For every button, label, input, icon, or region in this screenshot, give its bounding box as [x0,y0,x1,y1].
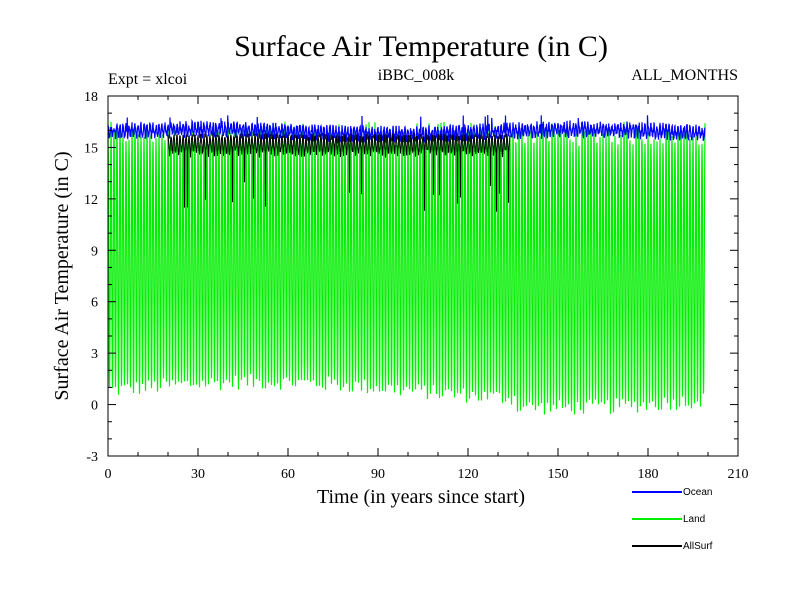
x-tick-label: 120 [458,467,479,482]
axis-ticks: 0 30 60 90 120 150 180 210 -3 0 3 6 9 12 15 18 [84,90,749,482]
chart-title: Surface Air Temperature (in C) [234,30,608,63]
series-ocean-line [107,115,706,145]
plot-frame [107,95,739,457]
y-tick-label: 15 [84,141,98,156]
x-tick-label: 180 [638,467,659,482]
x-tick-label: 60 [281,467,295,482]
plot-lines [107,115,706,415]
series-land-line [107,121,706,415]
series-allsurf-line [167,132,511,212]
y-tick-label: 0 [91,399,98,414]
y-tick-label: 18 [84,90,98,105]
x-tick-label: 30 [191,467,205,482]
y-tick-label: 12 [84,193,98,208]
months-label: ALL_MONTHS [631,67,738,84]
y-tick-label: 6 [91,296,98,311]
run-label: iBBC_008k [378,67,454,84]
y-tick-label: 3 [91,347,98,362]
x-tick-label: 210 [728,467,749,482]
legend-label-allsurf: AllSurf [683,541,713,552]
x-axis-label: Time (in years since start) [317,486,525,508]
y-tick-label: -3 [86,450,98,465]
legend: Ocean Land AllSurf [632,487,713,552]
x-tick-label: 0 [105,467,112,482]
x-tick-label: 90 [371,467,385,482]
legend-label-ocean: Ocean [683,487,712,498]
x-tick-label: 150 [548,467,569,482]
y-axis-label: Surface Air Temperature (in C) [51,151,73,400]
y-tick-label: 9 [91,244,98,259]
legend-label-land: Land [683,514,705,525]
expt-label: Expt = xlcoi [108,71,188,88]
